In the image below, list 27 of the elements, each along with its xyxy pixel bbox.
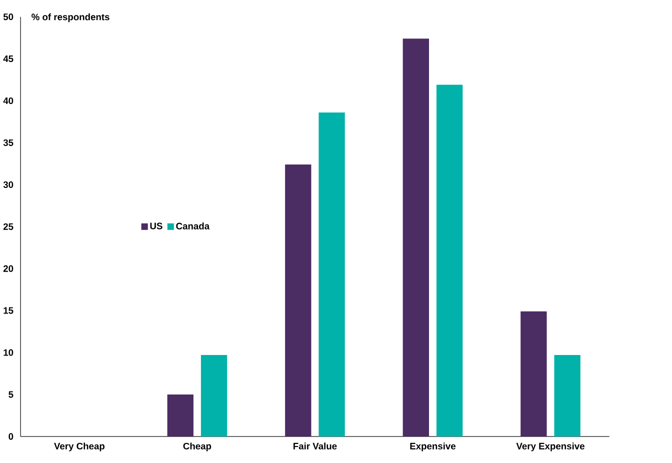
y-tick-label: 20 xyxy=(3,265,14,272)
y-tick-label: 25 xyxy=(3,224,14,230)
bar xyxy=(318,112,345,437)
x-tick-label: Very Expensive xyxy=(516,442,584,452)
y-tick-label: 5 xyxy=(8,391,14,398)
bar xyxy=(285,164,312,437)
x-tick-label: Expensive xyxy=(410,442,456,452)
bar xyxy=(200,355,228,437)
y-tick-label: 40 xyxy=(3,98,14,104)
legend-label: Canada xyxy=(176,222,210,230)
y-tick-label: 30 xyxy=(3,182,14,188)
bar xyxy=(167,394,194,437)
bar xyxy=(520,312,547,437)
y-tick-label: 10 xyxy=(4,349,14,356)
bar xyxy=(402,38,429,437)
bar xyxy=(436,84,463,437)
x-tick-label: Cheap xyxy=(183,442,212,452)
y-tick-label: 15 xyxy=(4,307,14,314)
y-tick-label: 35 xyxy=(3,140,14,146)
x-tick-label: Very Cheap xyxy=(54,442,105,452)
y-tick-label: 45 xyxy=(3,56,14,62)
y-tick-label: 50 xyxy=(3,14,14,20)
x-tick-label: Fair Value xyxy=(294,442,337,450)
y-axis-title: % of respondents xyxy=(32,14,110,22)
y-tick-label: 0 xyxy=(8,433,14,440)
legend-label: US xyxy=(150,222,162,230)
bar xyxy=(554,355,580,437)
